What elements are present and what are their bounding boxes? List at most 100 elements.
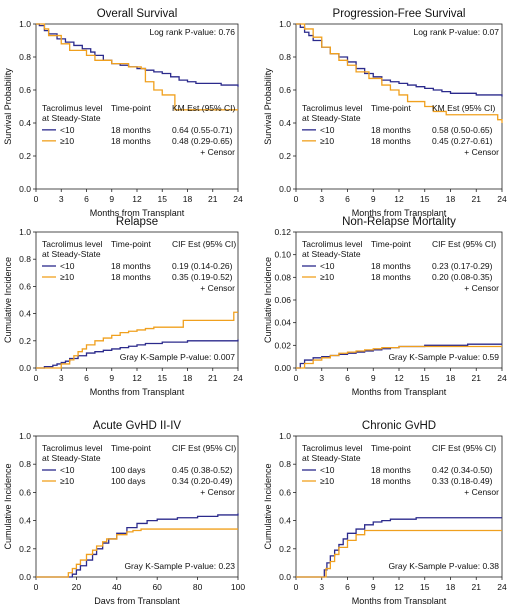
legend-head-timepoint: Time-point	[111, 443, 151, 453]
p-value-label: Gray K-Sample P-value: 0.23	[124, 561, 235, 571]
legend-group-label: ≥10	[320, 476, 334, 486]
chart-panel-1: Overall Survival 0.0 0.2 0.4 0.6 0.8 1.0 0 3 6 9 12…	[3, 8, 243, 218]
x-tick-label: 0	[294, 194, 299, 204]
legend-timepoint: 18 months	[111, 261, 151, 271]
legend-head-timepoint: Time-point	[371, 239, 411, 249]
x-tick-label: 12	[394, 194, 404, 204]
x-tick-label: 6	[84, 373, 89, 383]
legend-estimate: 0.34 (0.20-0.49)	[172, 476, 233, 486]
y-tick-label: 0.4	[19, 118, 31, 128]
x-tick-label: 18	[183, 373, 193, 383]
x-tick-label: 9	[371, 194, 376, 204]
legend-estimate: 0.64 (0.55-0.71)	[172, 125, 233, 135]
y-axis-label: Cumulative Incidence	[263, 257, 273, 343]
x-tick-label: 15	[420, 582, 430, 592]
x-tick-label: 6	[84, 194, 89, 204]
y-tick-label: 0.4	[19, 309, 31, 319]
legend-censor: + Censor	[464, 147, 499, 157]
p-value-label: Gray K-Sample P-value: 0.59	[388, 352, 499, 362]
x-tick-label: 15	[420, 373, 430, 383]
legend-head-group: Tacrolimus level	[42, 239, 103, 249]
legend-group-label: ≥10	[60, 272, 74, 282]
legend-head-group-2: at Steady-State	[302, 453, 361, 463]
x-tick-label: 21	[472, 373, 482, 383]
legend-group-label: ≥10	[60, 136, 74, 146]
chart-title: Overall Survival	[97, 8, 178, 20]
legend-group-label: <10	[60, 465, 75, 475]
y-tick-label: 0.0	[19, 572, 31, 582]
series-line-lt10	[36, 339, 239, 369]
x-tick-label: 0	[34, 582, 39, 592]
legend-timepoint: 18 months	[111, 136, 151, 146]
y-tick-label: 1.0	[279, 19, 291, 29]
x-tick-label: 0	[34, 194, 39, 204]
x-tick-label: 20	[72, 582, 82, 592]
y-tick-label: 0.06	[274, 295, 291, 305]
legend-head-group: Tacrolimus level	[302, 103, 363, 113]
y-tick-label: 0.8	[19, 254, 31, 264]
legend-censor: + Censor	[200, 147, 235, 157]
legend-head-group-2: at Steady-State	[42, 113, 101, 123]
legend-group-label: ≥10	[60, 476, 74, 486]
legend-timepoint: 18 months	[371, 476, 411, 486]
x-tick-label: 40	[112, 582, 122, 592]
legend-group-label: <10	[60, 261, 75, 271]
x-tick-label: 9	[371, 373, 376, 383]
x-tick-label: 18	[446, 582, 456, 592]
y-tick-label: 0.0	[19, 363, 31, 373]
legend-timepoint: 18 months	[111, 272, 151, 282]
chart-panel-3: Relapse 0.0 0.2 0.4 0.6 0.8 1.0 0 3 6 9 12 15 18 21 24 M…	[3, 216, 243, 397]
x-axis-label: Days from Transplant	[94, 596, 180, 604]
series-line-ge10	[36, 528, 238, 578]
legend-estimate: 0.19 (0.14-0.26)	[172, 261, 233, 271]
y-tick-label: 0.02	[274, 340, 291, 350]
series-line-ge10	[296, 23, 503, 123]
x-tick-label: 21	[472, 194, 482, 204]
legend-head-estimate: KM Est (95% CI)	[172, 103, 235, 113]
x-axis-label: Months from Transplant	[352, 596, 447, 604]
y-tick-label: 0.2	[279, 544, 291, 554]
legend-group-label: <10	[320, 125, 335, 135]
x-tick-label: 21	[208, 373, 218, 383]
y-tick-label: 0.08	[274, 272, 291, 282]
x-tick-label: 24	[497, 582, 507, 592]
legend-head-group: Tacrolimus level	[42, 443, 103, 453]
y-tick-label: 0.4	[19, 516, 31, 526]
y-tick-label: 0.8	[19, 459, 31, 469]
legend-censor: + Censor	[200, 487, 235, 497]
legend-estimate: 0.45 (0.38-0.52)	[172, 465, 233, 475]
series-line-ge10	[296, 529, 502, 578]
legend-estimate: 0.35 (0.19-0.52)	[172, 272, 233, 282]
legend-head-estimate: CIF Est (95% CI)	[172, 239, 236, 249]
legend-censor: + Censor	[200, 283, 235, 293]
y-tick-label: 0.4	[279, 516, 291, 526]
legend-timepoint: 18 months	[371, 261, 411, 271]
p-value-label: Log rank P-value: 0.07	[413, 27, 499, 37]
y-tick-label: 0.00	[274, 363, 291, 373]
legend-group-label: ≥10	[320, 272, 334, 282]
x-tick-label: 9	[109, 373, 114, 383]
legend-timepoint: 18 months	[371, 465, 411, 475]
series-line-ge10	[36, 311, 238, 369]
legend-timepoint: 18 months	[371, 125, 411, 135]
legend-estimate: 0.48 (0.29-0.65)	[172, 136, 233, 146]
series-line-lt10	[36, 23, 239, 87]
y-tick-label: 0.6	[19, 487, 31, 497]
x-tick-label: 24	[497, 373, 507, 383]
y-tick-label: 0.0	[279, 572, 291, 582]
x-tick-label: 21	[472, 582, 482, 592]
x-tick-label: 24	[233, 194, 243, 204]
legend-timepoint: 18 months	[371, 272, 411, 282]
y-tick-label: 1.0	[19, 431, 31, 441]
legend-head-group-2: at Steady-State	[42, 249, 101, 259]
y-tick-label: 0.6	[279, 85, 291, 95]
x-tick-label: 60	[152, 582, 162, 592]
legend-group-label: ≥10	[320, 136, 334, 146]
p-value-label: Gray K-Sample P-value: 0.38	[388, 561, 499, 571]
x-tick-label: 12	[394, 373, 404, 383]
x-tick-label: 0	[294, 582, 299, 592]
series-line-ge10	[296, 345, 502, 369]
legend-timepoint: 18 months	[111, 125, 151, 135]
plot-frame	[35, 435, 239, 578]
